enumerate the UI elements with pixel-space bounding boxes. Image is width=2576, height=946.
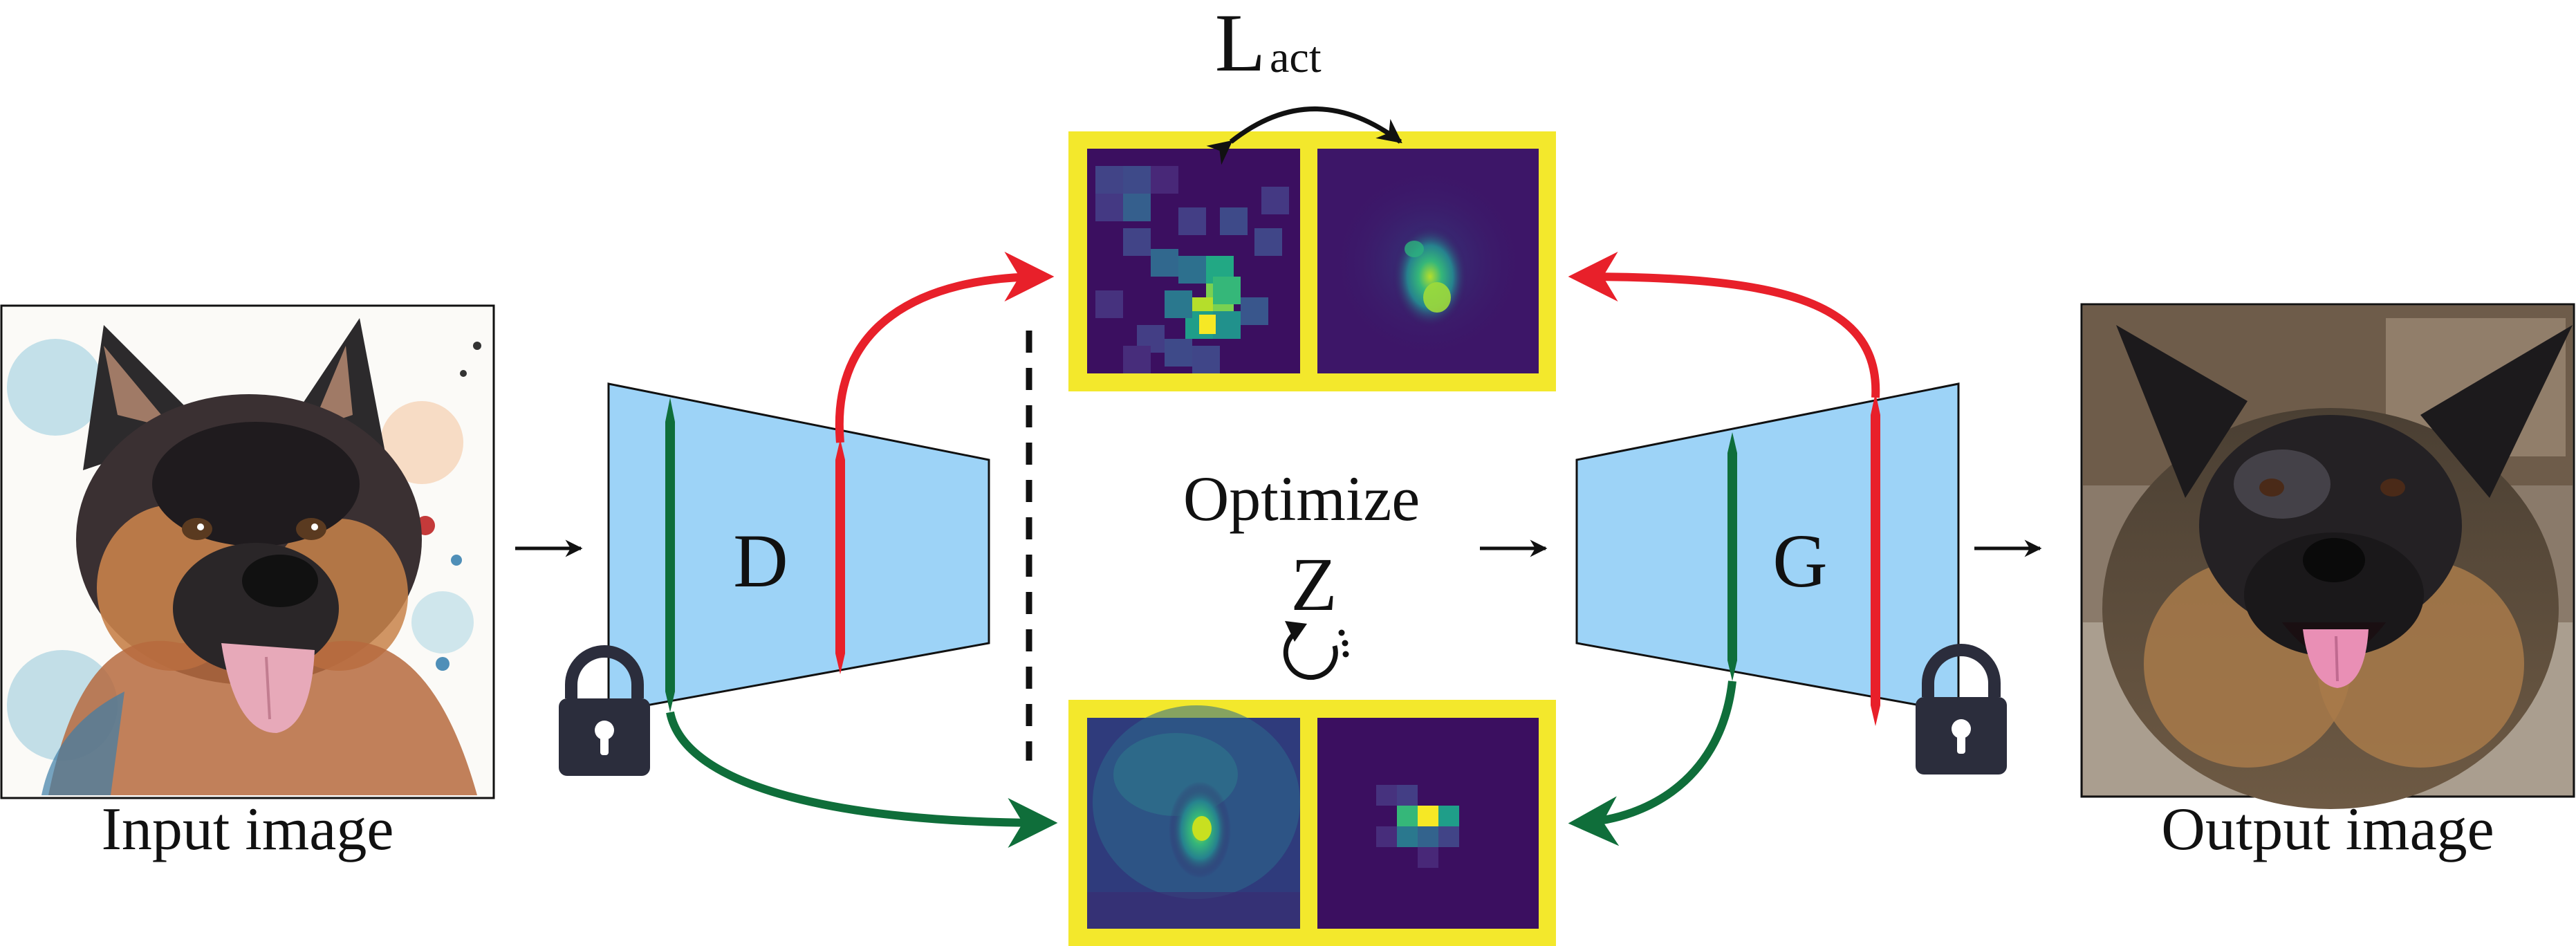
discriminator-label: D [733, 519, 788, 603]
input-image [0, 304, 495, 799]
d-red-feature-bar [835, 439, 845, 674]
latent-z-label: Z [1290, 542, 1337, 627]
lock-icon [1916, 644, 2007, 775]
loss-label: L [1215, 0, 1266, 89]
discriminator-block [607, 382, 990, 714]
g-green-feature-bar [1727, 432, 1737, 681]
top-left-activation-map [1095, 166, 1289, 373]
output-image-label: Output image [2161, 796, 2494, 863]
loss-main: L [1215, 0, 1266, 89]
d-red-connection [835, 252, 1055, 443]
d-green-connection [666, 711, 1058, 848]
bottom-right-activation-map [1376, 785, 1459, 868]
d-green-feature-bar [665, 398, 675, 712]
bottom-activation-pair [1068, 700, 1556, 946]
top-activation-pair [1068, 131, 1556, 391]
circular-arrow-icon [1283, 621, 1349, 680]
g-green-connection [1568, 680, 1736, 846]
optimize-label: Optimize [1183, 463, 1420, 534]
output-image [2080, 303, 2575, 809]
bottom-left-activation-map [1087, 705, 1300, 929]
loss-subscript: act [1270, 33, 1322, 82]
loss-double-arrow [1206, 106, 1402, 165]
lock-icon [559, 645, 650, 776]
g-red-feature-bar [1871, 393, 1880, 726]
input-image-label: Input image [102, 796, 394, 863]
generator-block [1575, 382, 1960, 714]
g-red-connection [1568, 252, 1880, 398]
top-right-activation-map [1331, 166, 1525, 360]
generator-label: G [1772, 519, 1827, 603]
